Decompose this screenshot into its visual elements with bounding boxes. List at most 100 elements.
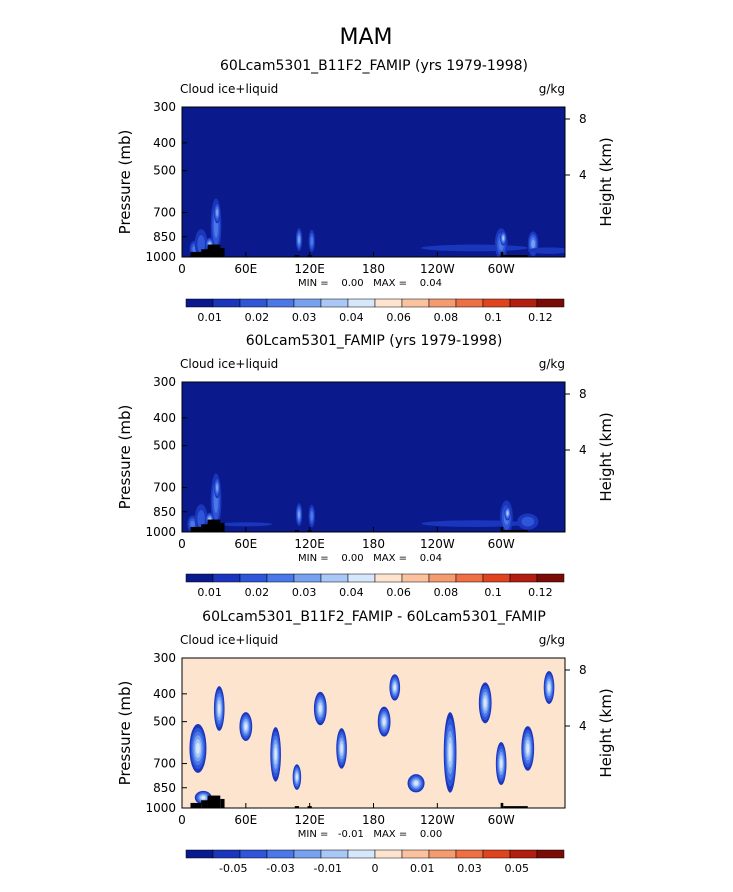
terrain-block	[503, 255, 528, 257]
panels: 60Lcam5301_B11F2_FAMIP (yrs 1979-1998) Cl…	[116, 58, 615, 875]
contour-blob	[448, 743, 452, 762]
x-tick-label: 60E	[234, 537, 257, 551]
colorbar-label: -0.03	[266, 862, 294, 875]
y-tick-label: 850	[153, 505, 176, 519]
terrain-block	[190, 526, 202, 532]
terrain-block	[220, 522, 225, 532]
colorbar-swatch	[320, 573, 349, 583]
colorbar-label: -0.01	[314, 862, 342, 875]
y-axis-label: Pressure (mb)	[116, 681, 134, 786]
colorbar-label: 0.12	[528, 311, 553, 324]
y-tick-label: 300	[153, 651, 176, 665]
colorbar-swatch	[293, 849, 322, 859]
contour-blob	[547, 683, 551, 692]
colorbar-label: 0.02	[245, 586, 270, 599]
y-tick-label: 300	[153, 375, 176, 389]
y-tick-label: 700	[153, 481, 176, 495]
colorbar-swatch	[212, 573, 241, 583]
colorbar-swatch	[509, 573, 538, 583]
plot-area	[182, 382, 565, 532]
colorbar-swatch	[293, 298, 322, 308]
contour-blob	[382, 718, 386, 726]
y-right-tick-label: 4	[579, 168, 587, 182]
colorbar-label: 0.1	[484, 586, 502, 599]
x-tick-label: 180	[362, 262, 385, 276]
contour-blob	[506, 511, 509, 516]
y-right-tick-label: 4	[579, 719, 587, 733]
terrain-block	[220, 798, 225, 808]
min-max-label: MIN = 0.00 MAX = 0.04	[298, 553, 442, 564]
y-axis-label: Pressure (mb)	[116, 405, 134, 510]
variable-label: Cloud ice+liquid	[180, 82, 278, 96]
y-tick-label: 1000	[145, 525, 176, 539]
colorbar-swatch	[536, 298, 565, 308]
colorbar-swatch	[293, 573, 322, 583]
terrain-block	[503, 530, 528, 532]
terrain-block	[501, 526, 504, 532]
y-right-tick-label: 4	[579, 443, 587, 457]
colorbar-label: 0.08	[434, 311, 459, 324]
colorbar-swatch	[239, 298, 268, 308]
x-tick-label: 180	[362, 813, 385, 827]
y-tick-label: 1000	[145, 801, 176, 815]
y-tick-label: 850	[153, 230, 176, 244]
terrain-block	[201, 524, 208, 532]
contour-blob	[218, 703, 221, 714]
page-title: MAM	[339, 25, 392, 50]
plot-area	[182, 658, 565, 808]
colorbar-label: 0.01	[197, 311, 222, 324]
y-right-axis-label: Height (km)	[597, 412, 615, 501]
x-tick-label: 120E	[294, 813, 325, 827]
contour-blob	[297, 235, 301, 244]
colorbar-label: 0.05	[505, 862, 530, 875]
y-right-tick-label: 8	[579, 387, 587, 401]
min-max-label: MIN = -0.01 MAX = 0.00	[298, 829, 442, 840]
colorbar-swatch	[347, 573, 376, 583]
colorbar-label: 0.08	[434, 586, 459, 599]
colorbar-swatch	[185, 849, 214, 859]
chart-panel-3: 60Lcam5301_B11F2_FAMIP - 60Lcam5301_FAMI…	[116, 609, 615, 875]
colorbar-swatch	[347, 849, 376, 859]
terrain-block	[501, 802, 504, 808]
y-tick-label: 500	[153, 164, 176, 178]
contour-blob	[295, 774, 298, 781]
contour-blob	[521, 516, 535, 527]
colorbar-swatch	[455, 849, 484, 859]
colorbar-label: 0.1	[484, 311, 502, 324]
colorbar-swatch	[428, 298, 457, 308]
terrain-block	[294, 255, 300, 257]
colorbar-swatch	[374, 849, 403, 859]
contour-blob	[244, 723, 248, 730]
colorbar-swatch	[428, 573, 457, 583]
y-tick-label: 500	[153, 715, 176, 729]
x-tick-label: 60W	[488, 262, 515, 276]
contour-blob	[421, 244, 528, 252]
x-tick-label: 120W	[420, 813, 455, 827]
colorbar-swatch	[239, 573, 268, 583]
colorbar-label: 0.03	[292, 586, 317, 599]
y-right-axis-label: Height (km)	[597, 688, 615, 777]
colorbar-label: 0.01	[410, 862, 435, 875]
terrain-block	[207, 795, 221, 808]
colorbar-label: 0.03	[292, 311, 317, 324]
colorbar-label: 0.02	[245, 311, 270, 324]
colorbar-label: 0.06	[386, 311, 411, 324]
terrain-block	[207, 244, 221, 257]
y-tick-label: 300	[153, 100, 176, 114]
y-tick-label: 1000	[145, 250, 176, 264]
contour-blob	[393, 684, 397, 691]
colorbar-swatch	[374, 573, 403, 583]
field-background	[182, 382, 565, 532]
colorbar-swatch	[266, 573, 295, 583]
colorbar-swatch	[185, 573, 214, 583]
terrain-block	[190, 802, 202, 808]
colorbar-swatch	[401, 849, 430, 859]
chart-panel-2: 60Lcam5301_FAMIP (yrs 1979-1998) Cloud ic…	[116, 333, 615, 599]
contour-blob	[201, 796, 206, 800]
colorbar-swatch	[536, 573, 565, 583]
colorbar-swatch	[320, 849, 349, 859]
colorbar-label: 0	[372, 862, 379, 875]
chart-title: 60Lcam5301_FAMIP (yrs 1979-1998)	[246, 333, 503, 349]
terrain-block	[207, 519, 221, 532]
colorbar-swatch	[212, 298, 241, 308]
